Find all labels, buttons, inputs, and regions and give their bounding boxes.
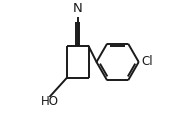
Text: N: N [73, 2, 83, 15]
Text: HO: HO [41, 95, 59, 108]
Text: Cl: Cl [142, 55, 153, 68]
